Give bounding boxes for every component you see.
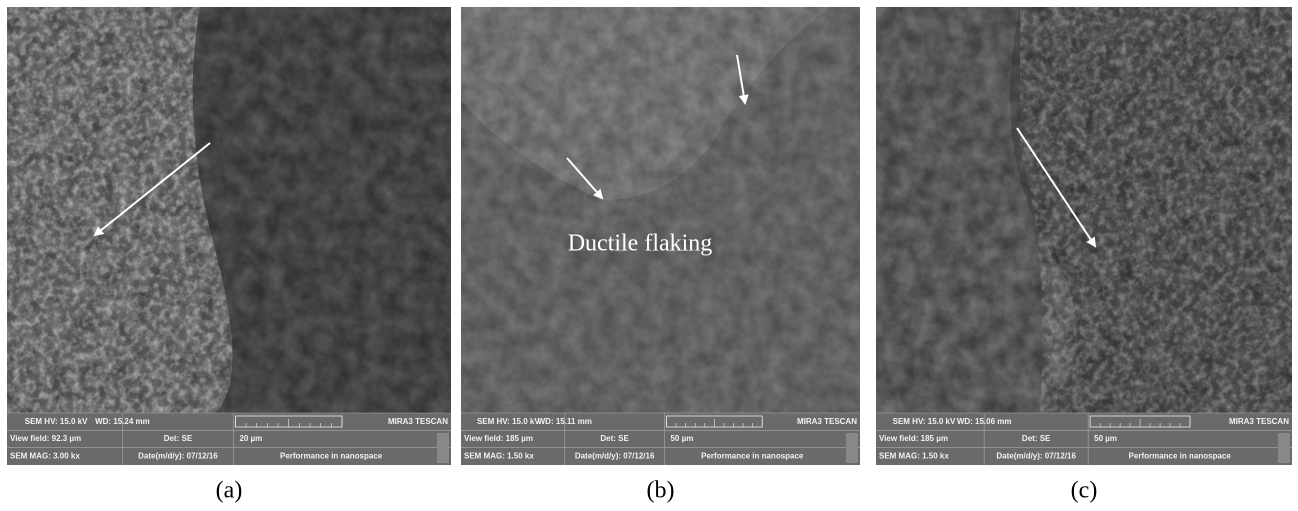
- scale-label: 50 µm: [1094, 434, 1117, 443]
- logo: [1278, 433, 1290, 463]
- caption: (c): [1071, 478, 1098, 504]
- brand-label: MIRA3 TESCAN: [388, 417, 448, 426]
- page: SEM HV: 15.0 kV WD: 15.24 mm MIRA3 TESCAN V…: [0, 0, 1298, 511]
- view-field-label: View field: 185 µm: [464, 434, 533, 443]
- brand-label: MIRA3 TESCAN: [1229, 417, 1289, 426]
- sem-image-a: [7, 7, 451, 413]
- scale-label: 50 µm: [670, 434, 693, 443]
- caption: (b): [647, 478, 675, 504]
- view-field-label: View field: 185 µm: [879, 434, 948, 443]
- sem-image-b: [461, 7, 860, 413]
- view-field-label: View field: 92.3 µm: [10, 434, 81, 443]
- hv-label: SEM HV: 15.0 kV: [477, 417, 540, 426]
- det-label: Det: SE: [600, 434, 629, 443]
- det-label: Det: SE: [1022, 434, 1051, 443]
- slogan-label: Performance in nanospace: [1129, 451, 1232, 460]
- caption: (a): [216, 478, 243, 504]
- logo: [846, 433, 858, 463]
- slogan-label: Performance in nanospace: [280, 451, 383, 460]
- mag-label: SEM MAG: 1.50 kx: [464, 451, 534, 460]
- slogan-label: Performance in nanospace: [701, 451, 804, 460]
- date-label: Date(m/d/y): 07/12/16: [138, 451, 218, 460]
- mag-label: SEM MAG: 1.50 kx: [879, 451, 949, 460]
- figure: SEM HV: 15.0 kV WD: 15.24 mm MIRA3 TESCAN V…: [0, 0, 1298, 511]
- wd-label: WD: 15.24 mm: [95, 417, 150, 426]
- hv-label: SEM HV: 15.0 kV: [893, 417, 956, 426]
- annotation: Ductile flaking: [568, 231, 713, 257]
- mag-label: SEM MAG: 3.00 kx: [10, 451, 80, 460]
- sem-image-c: [876, 7, 1292, 413]
- det-label: Det: SE: [164, 434, 193, 443]
- date-label: Date(m/d/y): 07/12/16: [575, 451, 655, 460]
- wd-label: WD: 15.11 mm: [538, 417, 592, 426]
- scale-label: 20 µm: [239, 434, 262, 443]
- info-bar: SEM HV: 15.0 kV WD: 15.24 mm MIRA3 TESCAN V…: [7, 413, 451, 465]
- brand-label: MIRA3 TESCAN: [797, 417, 857, 426]
- date-label: Date(m/d/y): 07/12/16: [996, 451, 1076, 460]
- wd-label: WD: 15.06 mm: [957, 417, 1012, 426]
- logo: [437, 433, 449, 463]
- hv-label: SEM HV: 15.0 kV: [25, 417, 88, 426]
